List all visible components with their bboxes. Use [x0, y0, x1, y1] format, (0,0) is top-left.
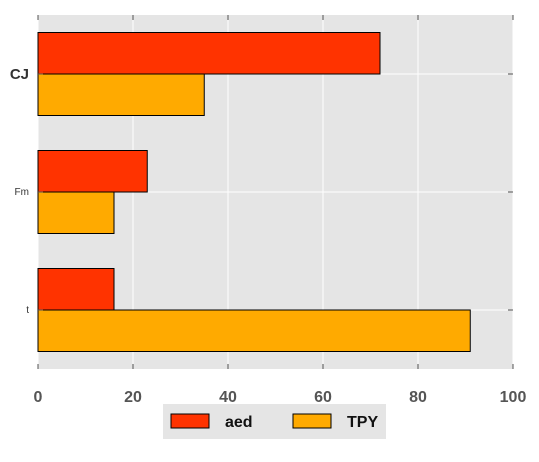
bar-aed-t: [38, 269, 114, 311]
bar-TPY-CJ: [38, 74, 204, 116]
x-tick-label: 40: [219, 389, 237, 406]
x-tick-label: 20: [124, 389, 142, 406]
legend-swatch-TPY: [293, 414, 331, 428]
bar-TPY-Fm: [38, 192, 114, 234]
x-tick-label: 80: [409, 389, 427, 406]
y-tick-label: t: [26, 305, 29, 316]
legend-label-aed: aed: [225, 414, 253, 431]
legend-swatch-aed: [171, 414, 209, 428]
legend: aed TPY: [163, 404, 386, 439]
y-tick-label: Fm: [15, 187, 29, 198]
bar-aed-Fm: [38, 151, 147, 193]
bar-aed-CJ: [38, 33, 380, 75]
x-tick-labels: 0 20 40 60 80 100: [34, 389, 527, 406]
y-tick-labels: CJ Fm t: [10, 66, 29, 316]
x-tick-label: 100: [500, 389, 527, 406]
legend-label-TPY: TPY: [347, 414, 378, 431]
x-tick-label: 60: [314, 389, 332, 406]
x-tick-label: 0: [34, 389, 43, 406]
bar-TPY-t: [38, 310, 470, 352]
y-tick-label: CJ: [10, 66, 29, 83]
